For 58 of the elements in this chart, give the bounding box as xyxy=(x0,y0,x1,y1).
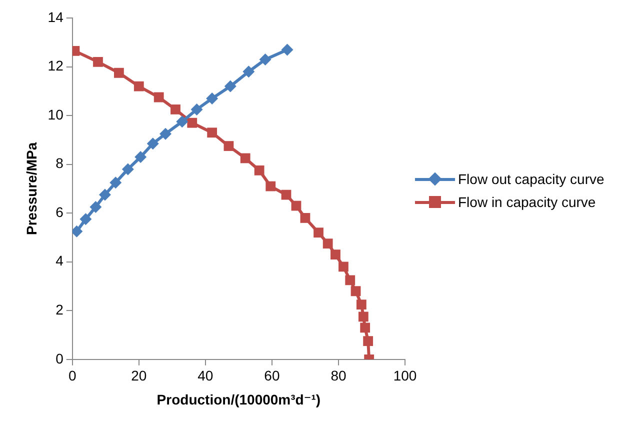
point xyxy=(114,68,124,78)
x-tick-label: 80 xyxy=(330,368,346,384)
x-tick-label: 20 xyxy=(131,368,147,384)
point xyxy=(93,56,103,67)
point xyxy=(360,322,370,333)
x-tick-label: 40 xyxy=(198,368,214,384)
point xyxy=(72,225,83,238)
point xyxy=(170,104,180,114)
point xyxy=(356,300,366,310)
point xyxy=(160,128,172,140)
point xyxy=(240,153,250,164)
point xyxy=(206,92,218,104)
point xyxy=(207,128,218,138)
point xyxy=(242,66,255,78)
point xyxy=(134,81,144,92)
point xyxy=(350,286,361,296)
point xyxy=(322,238,333,249)
y-tick-label: 2 xyxy=(56,301,64,318)
point xyxy=(259,53,272,66)
point xyxy=(330,250,340,260)
point xyxy=(146,138,159,150)
point xyxy=(363,336,374,346)
y-tick-label: 14 xyxy=(48,8,64,25)
y-tick-label: 12 xyxy=(48,58,64,74)
x-tick-label: 0 xyxy=(68,368,76,384)
point xyxy=(281,44,294,56)
point xyxy=(190,103,203,116)
point xyxy=(224,80,236,92)
point xyxy=(110,176,122,189)
point xyxy=(122,163,134,176)
legend-label: Flow in capacity curve xyxy=(458,194,596,210)
point xyxy=(80,213,92,226)
y-tick-label: 0 xyxy=(56,350,64,366)
point xyxy=(154,92,164,102)
legend-label: Flow out capacity curve xyxy=(458,171,604,187)
point xyxy=(281,190,292,200)
point xyxy=(134,151,147,163)
point xyxy=(90,200,102,213)
y-tick-label: 10 xyxy=(48,106,64,122)
point xyxy=(224,141,234,151)
point xyxy=(314,228,324,238)
point xyxy=(176,116,188,128)
x-tick-label: 100 xyxy=(393,368,417,384)
y-tick-label: 8 xyxy=(56,155,64,172)
x-tick-label: 60 xyxy=(264,368,280,384)
y-tick-label: 6 xyxy=(56,204,64,220)
point xyxy=(266,181,276,192)
y-axis-title: Pressure/MPa xyxy=(23,142,40,236)
point xyxy=(338,262,348,272)
x-axis-title: Production/(10000m³d⁻¹) xyxy=(156,391,321,408)
point xyxy=(358,312,368,322)
y-tick-label: 4 xyxy=(56,252,64,269)
point xyxy=(345,275,356,286)
point xyxy=(291,200,302,211)
point xyxy=(98,188,111,201)
point xyxy=(187,118,198,128)
point xyxy=(300,213,310,223)
point xyxy=(254,165,264,176)
